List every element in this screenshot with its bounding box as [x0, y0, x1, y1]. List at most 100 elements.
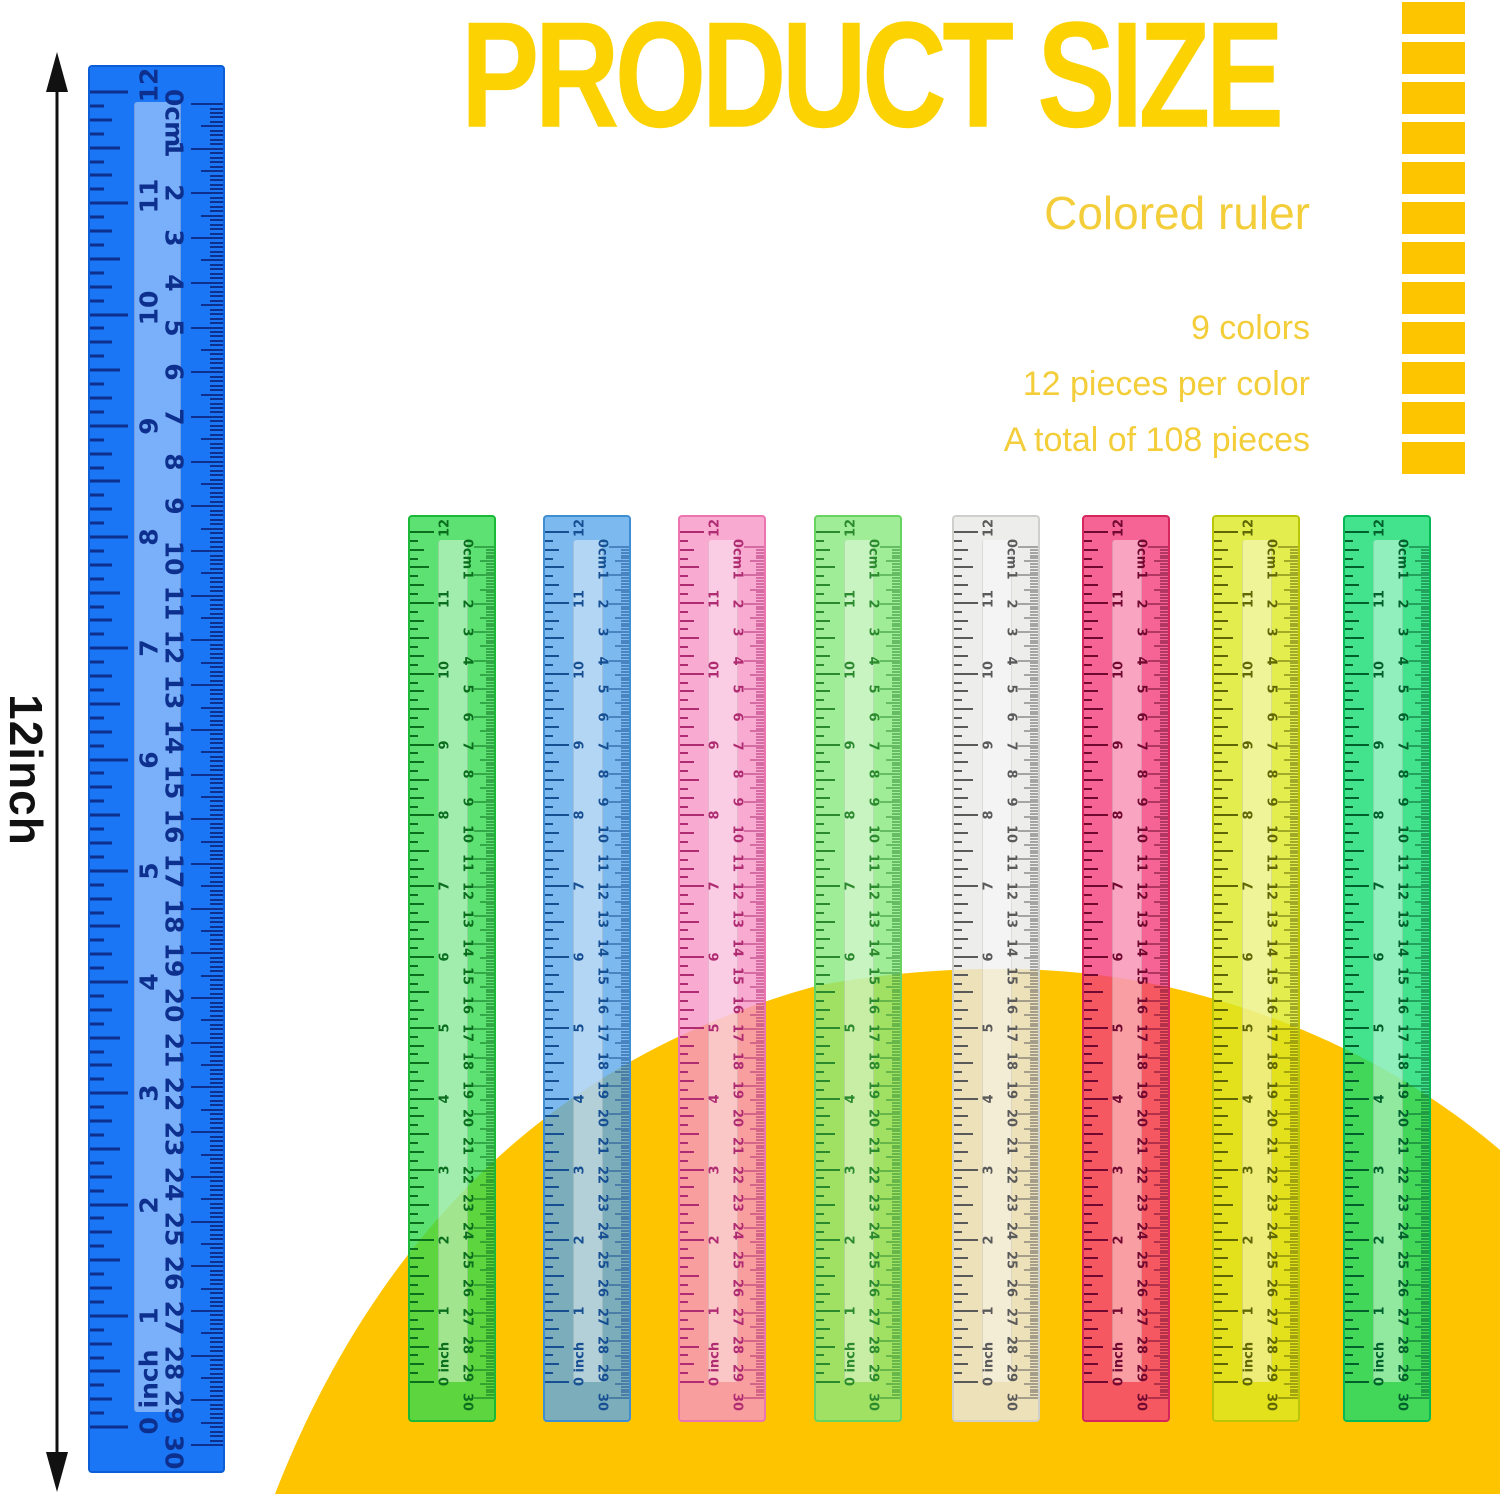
- cm-label: 2: [1263, 599, 1279, 609]
- cm-tick: [1278, 915, 1298, 917]
- inch-tick: [816, 1257, 830, 1259]
- inch-tick: [1084, 699, 1092, 702]
- cm-tick: [892, 852, 900, 854]
- cm-tick: [1030, 923, 1038, 925]
- cm-label: 20: [1263, 1108, 1279, 1128]
- cm-tick: [1030, 909, 1038, 911]
- cm-tick: [1290, 1150, 1298, 1152]
- cm-tick: [1030, 881, 1038, 883]
- inch-label: 2: [437, 1235, 453, 1245]
- inch-tick: [954, 1168, 978, 1171]
- cm-label: 24: [459, 1222, 475, 1241]
- cm-tick: [621, 1389, 629, 1390]
- ruler-clear-white: 0 inch 1 2 3 4 5 6 7 8 9 10 11 12 0cm 1 2 3 4 5 6 7 8 9 10 11 12 1…: [952, 515, 1040, 1422]
- cm-tick: [486, 557, 494, 559]
- cm-tick: [880, 1057, 900, 1059]
- cm-tick: [880, 830, 900, 832]
- cm-tick: [1415, 1241, 1429, 1243]
- cm-label: 2: [1394, 599, 1410, 609]
- cm-tick: [756, 1329, 764, 1331]
- cm-tick: [892, 1153, 900, 1155]
- inch-tick: [1214, 531, 1238, 533]
- cm-tick: [201, 706, 223, 709]
- dash-segment: [1402, 402, 1465, 434]
- cm-tick: [1290, 955, 1298, 956]
- inch-label: 11: [1111, 590, 1127, 609]
- cm-tick: [1290, 577, 1298, 579]
- cm-tick: [486, 583, 494, 585]
- inch-tick: [954, 557, 962, 560]
- cm-tick: [486, 1051, 494, 1053]
- inch-tick: [545, 601, 569, 604]
- cm-tick: [1421, 1258, 1429, 1260]
- cm-tick: [1154, 1099, 1168, 1101]
- inch-tick: [1345, 1336, 1353, 1339]
- cm-tick: [756, 747, 764, 749]
- cm-tick: [1030, 1335, 1038, 1337]
- inch-tick: [1345, 1248, 1353, 1251]
- cm-tick: [210, 1296, 223, 1299]
- cm-tick: [1290, 1153, 1298, 1155]
- cm-tick: [756, 1062, 764, 1064]
- cm-tick: [756, 1088, 764, 1090]
- cm-tick: [474, 1113, 494, 1115]
- cm-tick: [621, 608, 629, 610]
- cm-tick: [1421, 989, 1429, 990]
- cm-tick: [1290, 1309, 1298, 1311]
- cm-tick: [210, 871, 223, 874]
- cm-tick: [210, 496, 223, 499]
- cm-tick: [486, 1108, 494, 1110]
- cm-tick: [756, 1315, 764, 1317]
- cm-tick: [621, 818, 629, 820]
- inch-label: 9: [437, 739, 453, 750]
- cm-tick: [892, 909, 900, 911]
- inch-tick: [680, 690, 694, 693]
- cm-tick: [744, 801, 764, 803]
- cm-tick: [756, 764, 764, 766]
- cm-tick: [210, 563, 223, 566]
- cm-tick: [486, 892, 494, 894]
- cm-tick: [756, 708, 764, 710]
- inch-tick: [545, 964, 553, 967]
- cm-tick: [1030, 912, 1038, 914]
- cm-tick: [892, 586, 900, 588]
- cm-tick: [210, 228, 223, 231]
- inch-label: 2: [1372, 1235, 1388, 1245]
- cm-tick: [486, 813, 494, 815]
- cm-tick: [1290, 1040, 1298, 1042]
- cm-tick: [1290, 1264, 1298, 1266]
- cm-tick: [1030, 640, 1038, 642]
- cm-tick: [1030, 1292, 1038, 1294]
- cm-tick: [210, 715, 223, 718]
- inch-tick: [410, 929, 418, 932]
- cm-tick: [1030, 1244, 1038, 1246]
- cm-tick: [892, 935, 900, 937]
- cm-tick: [621, 824, 629, 826]
- inch-tick: [1345, 1319, 1353, 1321]
- cm-tick: [1160, 1116, 1168, 1118]
- cm-tick: [621, 903, 629, 905]
- cm-tick: [486, 1096, 494, 1098]
- cm-label: 19: [1003, 1080, 1019, 1099]
- inch-tick: [1214, 1097, 1238, 1100]
- cm-tick: [756, 912, 764, 914]
- cm-tick: [486, 1122, 494, 1124]
- inch-tick: [954, 1071, 962, 1074]
- cm-tick: [1160, 1207, 1168, 1209]
- cm-tick: [210, 554, 223, 557]
- cm-label: 7: [159, 408, 189, 426]
- inch-tick: [1345, 885, 1369, 888]
- cm-tick: [892, 884, 900, 886]
- cm-tick: [892, 1201, 900, 1203]
- inch-tick: [1345, 1203, 1364, 1206]
- cm-tick: [1160, 796, 1168, 798]
- cm-tick: [201, 930, 223, 932]
- cm-tick: [756, 1235, 764, 1237]
- cm-tick: [756, 1394, 764, 1396]
- inch-tick: [90, 1022, 104, 1026]
- cm-label: 28: [1133, 1335, 1149, 1354]
- cm-tick: [486, 1074, 494, 1076]
- cm-tick: [1160, 1323, 1168, 1325]
- cm-tick: [744, 1369, 764, 1371]
- inch-tick: [410, 920, 429, 923]
